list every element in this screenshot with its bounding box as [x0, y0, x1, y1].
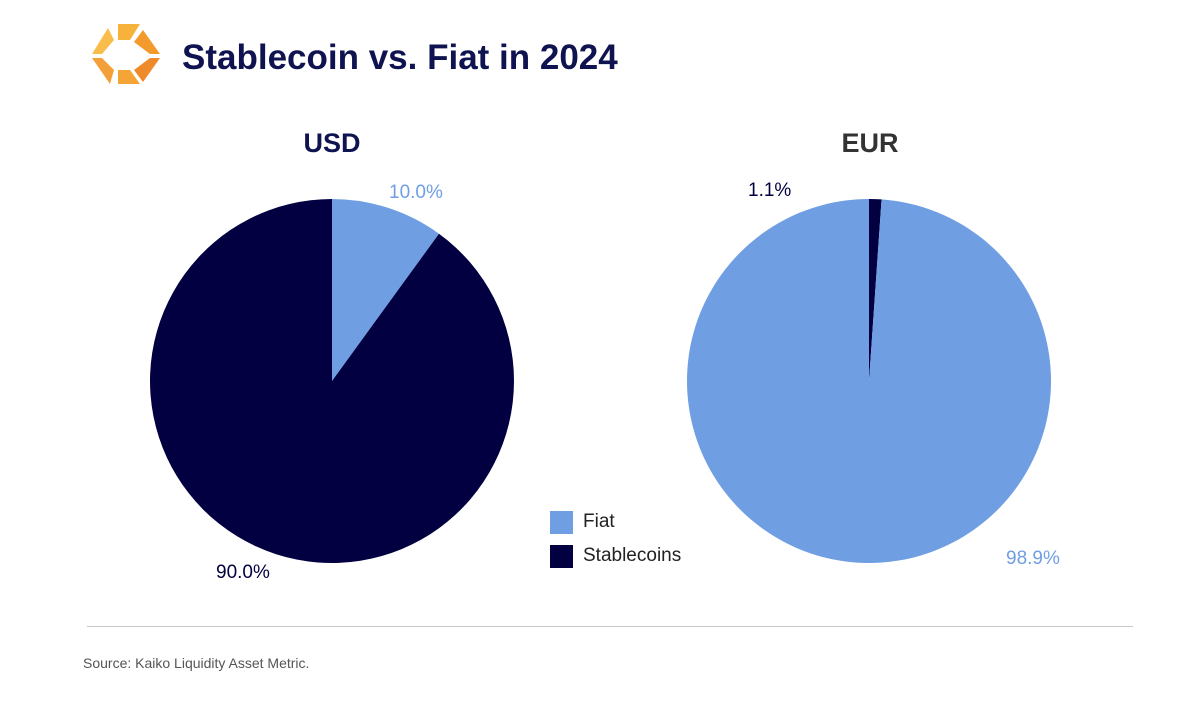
- kaiko-logo-icon: [92, 24, 160, 84]
- eur-fiat-data-label: 98.9%: [1006, 548, 1060, 569]
- legend-swatch-fiat: [550, 510, 573, 534]
- divider: [87, 626, 1133, 627]
- source-note: Source: Kaiko Liquidity Asset Metric.: [83, 655, 310, 671]
- eur-pie-slice-stablecoins: [869, 199, 882, 381]
- legend-item-stablecoins: Stablecoins: [550, 539, 681, 573]
- eur-chart-title: EUR: [841, 128, 899, 158]
- legend-label-stablecoins: Stablecoins: [583, 545, 682, 566]
- usd-fiat-data-label: 10.0%: [389, 182, 443, 203]
- usd-pie-slice-fiat: [332, 199, 439, 381]
- legend-swatch-stablecoins: [550, 544, 573, 568]
- legend-label-fiat: Fiat: [583, 511, 615, 532]
- usd-pie-slice-stablecoins: [150, 199, 515, 563]
- page-title: Stablecoin vs. Fiat in 2024: [182, 38, 618, 77]
- legend-item-fiat: Fiat: [550, 505, 681, 539]
- eur-pie-slice-fiat: [687, 199, 1052, 563]
- usd-stablecoins-data-label: 90.0%: [216, 562, 270, 583]
- usd-chart-title: USD: [303, 128, 361, 158]
- eur-stablecoins-data-label: 1.1%: [748, 180, 792, 201]
- legend: Fiat Stablecoins: [550, 505, 681, 573]
